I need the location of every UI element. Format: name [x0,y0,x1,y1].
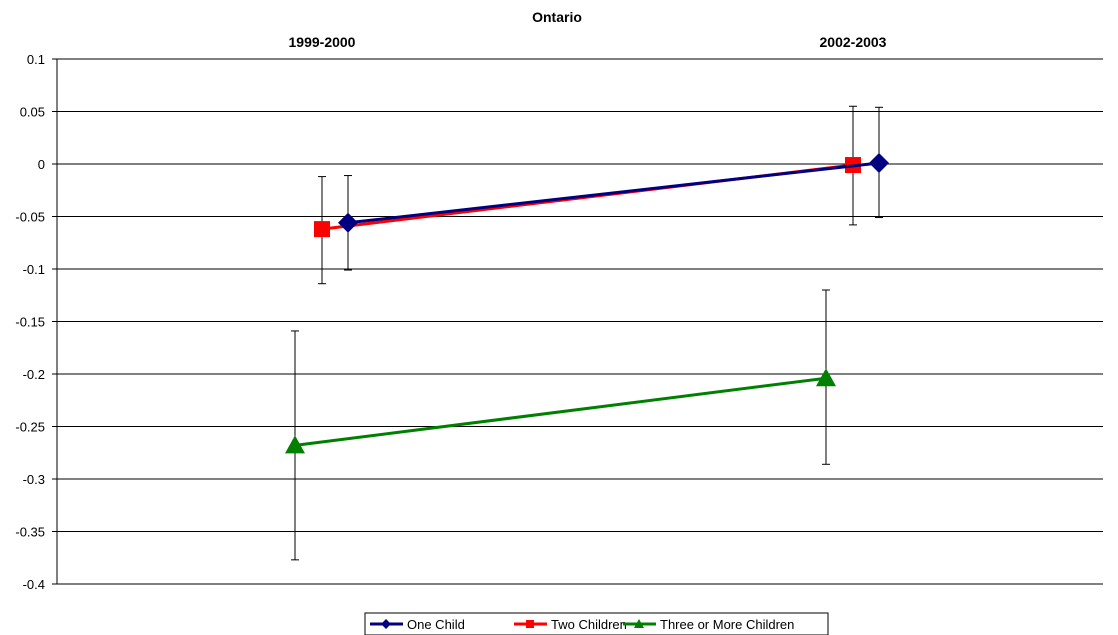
legend-box [364,612,829,635]
legend-marker [381,619,391,629]
legend-item: Two Children [514,617,627,632]
legend-item: Three or More Children [623,617,794,632]
data-point [285,435,305,454]
series-group [285,105,889,561]
y-tick-label: -0.25 [15,420,45,435]
y-tick-label: 0.1 [27,52,45,67]
series-three-or-more-children [285,289,836,561]
legend-label: Three or More Children [660,617,794,632]
chart-title: Ontario [532,9,582,25]
y-tick-label: -0.4 [23,577,45,592]
category-label-2002-2003: 2002-2003 [820,34,887,50]
y-tick-label: -0.35 [15,525,45,540]
gridlines [57,58,1103,585]
data-point [816,368,836,387]
series-line [294,376,827,447]
y-tick-label: 0.05 [20,105,45,120]
data-point [314,221,330,238]
legend-label: Two Children [551,617,627,632]
legend-marker [634,619,644,628]
y-tick-label: -0.3 [23,472,45,487]
legend-item: One Child [370,617,465,632]
data-point [869,152,889,173]
category-label-1999-2000: 1999-2000 [289,34,356,50]
y-tick-label: -0.1 [23,262,45,277]
y-axis-ticks: 0.1 0.05 0 -0.05 -0.1 -0.15 -0.2 -0.25 -0.3 -0.35… [15,52,57,592]
y-tick-label: -0.2 [23,367,45,382]
y-tick-label: 0 [38,157,45,172]
y-tick-label: -0.15 [15,315,45,330]
data-point [338,212,358,233]
legend-label: One Child [407,617,465,632]
series-line [347,161,880,225]
y-tick-label: -0.05 [15,210,45,225]
legend-marker [526,620,534,628]
legend: One Child Two Children Three or More Child… [364,612,829,635]
series-one-child [338,106,889,271]
